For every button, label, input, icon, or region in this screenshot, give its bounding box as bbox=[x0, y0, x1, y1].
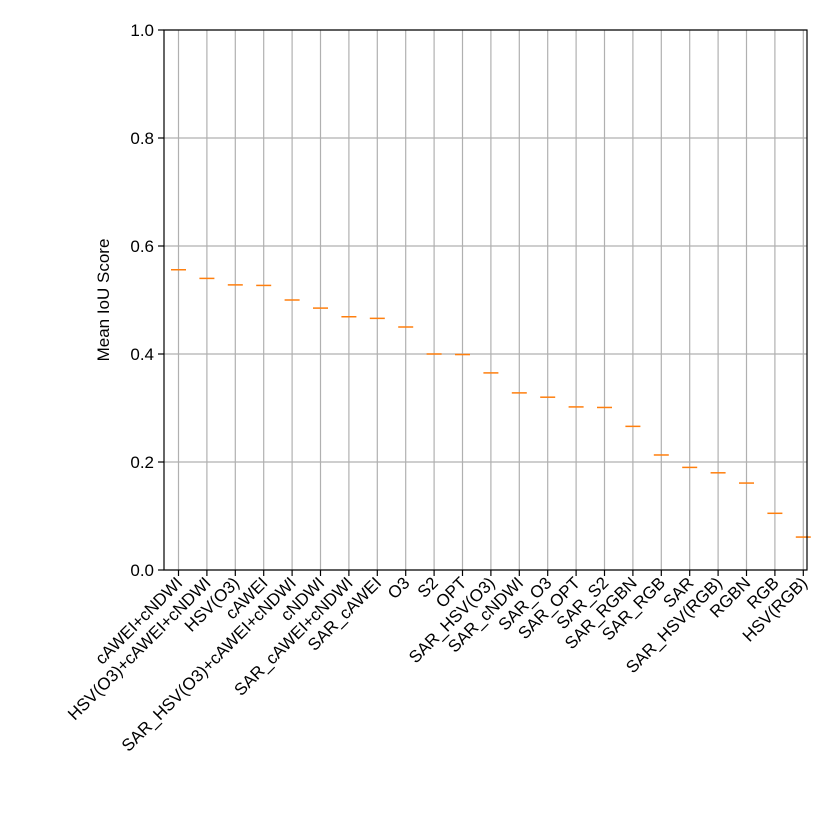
x-axis: cAWEI+cNDWIHSV(O3)+cAWEI+cNDWIHSV(O3)cAW… bbox=[64, 570, 811, 755]
grid-layer bbox=[164, 29, 807, 571]
y-tick-label: 1.0 bbox=[130, 21, 154, 40]
y-axis-label: Mean IoU Score bbox=[94, 239, 113, 362]
y-axis: 0.0 0.2 0.4 0.6 0.8 1.0 bbox=[130, 21, 164, 580]
y-tick-label: 0.6 bbox=[130, 237, 154, 256]
y-tick-label: 0.8 bbox=[130, 129, 154, 148]
y-tick-label: 0.4 bbox=[130, 345, 154, 364]
median-layer bbox=[171, 269, 811, 538]
plot-frame bbox=[163, 29, 808, 571]
y-tick-label: 0.0 bbox=[130, 561, 154, 580]
y-tick-label: 0.2 bbox=[130, 453, 154, 472]
x-tick-label: O3 bbox=[384, 573, 413, 602]
x-tick-label: HSV(O3)+cAWEI+cNDWI bbox=[64, 573, 215, 724]
